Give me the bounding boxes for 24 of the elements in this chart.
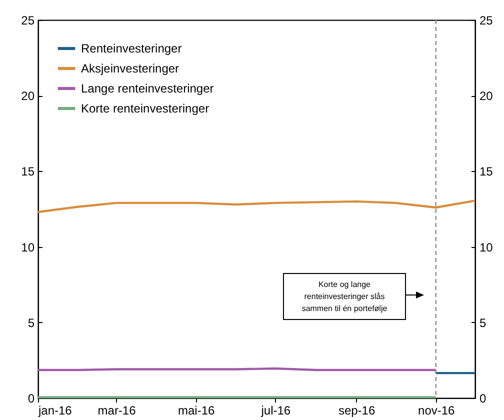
legend-label: Lange renteinvesteringer <box>81 82 214 96</box>
y2-tick-label: 10 <box>480 240 494 254</box>
legend-label: Aksjeinvesteringer <box>81 62 180 76</box>
legend-label: Korte renteinvesteringer <box>81 102 210 116</box>
legend-label: Renteinvesteringer <box>81 42 182 56</box>
note-box: Korte og lange renteinvesteringer slås sammen til én portefølje <box>283 273 406 320</box>
x-tick-label: mar-16 <box>98 404 136 418</box>
y-tick-label: 10 <box>21 240 35 254</box>
y2-tick-label: 5 <box>480 316 486 330</box>
y-tick-label: 5 <box>28 316 35 330</box>
y-tick-label: 25 <box>21 14 35 28</box>
line-series <box>36 200 476 214</box>
x-tick-label: sep-16 <box>338 404 376 418</box>
x-tick-label: jul-16 <box>260 404 291 418</box>
y2-tick-label: 0 <box>480 392 486 406</box>
y2-tick-label: 25 <box>480 14 494 28</box>
y2-tick-label: 15 <box>480 164 494 179</box>
x-tick-label: nov-16 <box>418 404 456 418</box>
y-tick-label: 20 <box>21 89 35 104</box>
x-tick-label: jan-16 <box>38 404 72 418</box>
x-tick-label: mai-16 <box>178 404 216 418</box>
y2-tick-label: 20 <box>480 89 494 104</box>
y-tick-label: 15 <box>21 164 35 179</box>
y-tick-label: 0 <box>28 392 35 406</box>
